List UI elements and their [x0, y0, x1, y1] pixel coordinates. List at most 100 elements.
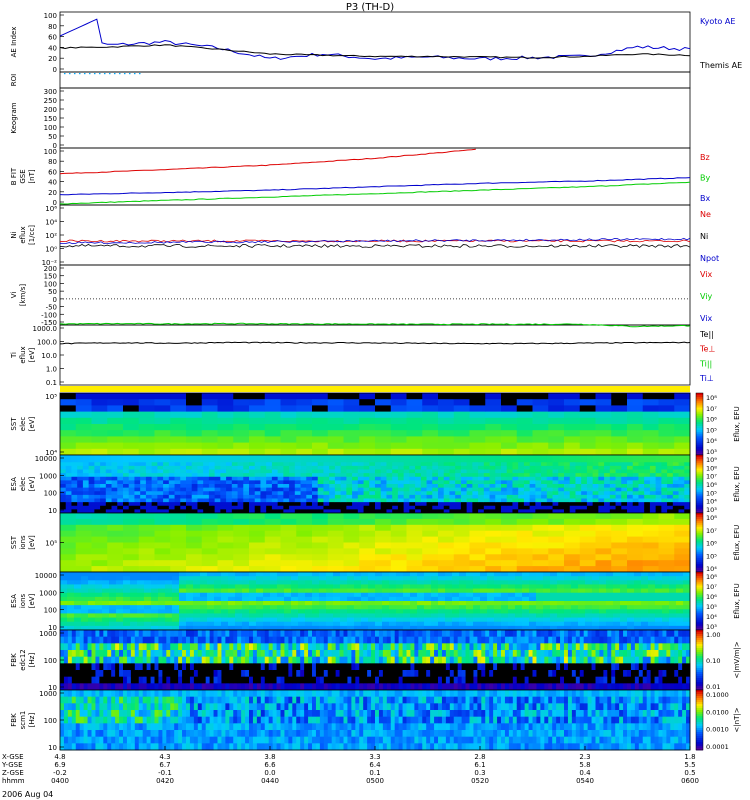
colorbar-cell [696, 450, 703, 454]
spectrogram-cell [627, 494, 634, 499]
spectrogram-cell [472, 465, 479, 470]
spectrogram-cell [165, 613, 173, 618]
spectrogram-cell [102, 596, 110, 602]
spectrogram-cell [599, 625, 607, 631]
spectrogram-cell [546, 462, 553, 467]
spectrogram-cell [256, 592, 264, 598]
spectrogram-cell [300, 487, 307, 492]
spectrogram-cell [115, 643, 120, 651]
spectrogram-cell [453, 436, 470, 443]
spectrogram-cell [237, 683, 242, 691]
spectrogram-cell [564, 572, 572, 577]
spectrogram-cell [452, 621, 460, 627]
spectrogram-cell [485, 442, 502, 450]
spectrogram-cell [480, 576, 488, 581]
spectrogram-cell [312, 536, 329, 543]
spectrogram-cell [658, 566, 675, 573]
spectrogram-cell [102, 584, 110, 589]
spectrogram-cell [672, 509, 679, 514]
spectrogram-cell [296, 405, 313, 412]
spectrogram-cell [649, 480, 657, 485]
colorbar-cell [696, 593, 703, 596]
spectrogram-cell [304, 630, 309, 638]
spectrogram-cell [151, 473, 158, 478]
spectrogram-cell [627, 480, 634, 485]
spectrogram-cell [289, 469, 296, 474]
spectrogram-cell [389, 617, 397, 623]
spectrogram-cell [346, 462, 353, 467]
spectrogram-cell [340, 473, 347, 478]
spectrogram-cell [627, 436, 644, 443]
spectrogram-cell [186, 455, 193, 460]
spectrogram-cell [564, 502, 571, 507]
spectrogram-cell [422, 650, 427, 658]
spectrogram-cell [575, 465, 582, 470]
spectrogram-cell [178, 630, 183, 638]
spectrogram-cell [598, 462, 605, 467]
spectrogram-cell [397, 469, 405, 474]
spectrogram-cell [426, 643, 431, 651]
spectrogram-cell [266, 509, 273, 514]
spectrogram-cell [65, 502, 72, 507]
spectrogram-cell [438, 469, 445, 474]
spectrogram-cell [613, 617, 621, 623]
spectrogram-cell [277, 584, 285, 589]
spectrogram-cell [340, 458, 347, 463]
spectrogram-cell [529, 462, 536, 467]
spectrogram-cell [123, 480, 130, 485]
temperature-legend-2: Ti|| [699, 359, 712, 368]
spectrogram-cell [65, 480, 72, 485]
spectrogram-cell [569, 484, 576, 489]
spectrogram-cell [197, 487, 204, 492]
spectrogram-cell [117, 462, 124, 467]
spectrogram-cell [386, 683, 392, 691]
spectrogram-cell [359, 442, 376, 450]
spectrogram-cell [621, 480, 628, 485]
spectrogram-cell [432, 480, 439, 485]
spectrogram-cell [389, 613, 397, 618]
spectrogram-cell [138, 650, 144, 658]
spectrogram-cell [363, 509, 370, 514]
spectrogram-cell [146, 650, 151, 658]
spectrogram-cell [368, 613, 376, 618]
spectrogram-cell [300, 656, 305, 664]
spectrogram-cell [649, 498, 657, 503]
spectrogram-cell [472, 455, 479, 460]
spectrogram-cell [71, 487, 78, 492]
spectrogram-cell [518, 480, 525, 485]
spectrogram-cell [339, 656, 344, 664]
spectrogram-cell [604, 491, 611, 496]
spectrogram-cell [569, 505, 576, 510]
spectrogram-cell [217, 630, 222, 638]
colorbar-cell [696, 536, 703, 539]
spectrogram-cell [249, 601, 257, 606]
spectrogram-cell [357, 484, 364, 489]
spectrogram-cell [326, 617, 334, 623]
spectrogram-cell [326, 572, 334, 577]
spectrogram-cell [296, 566, 313, 573]
spectrogram-cell [312, 494, 319, 499]
spectrogram-cell [422, 676, 427, 684]
spectrogram-cell [369, 465, 376, 470]
spectrogram-cell [268, 630, 274, 638]
spectrogram-cell [266, 484, 273, 489]
colorbar-cell [696, 540, 703, 543]
spectrogram-cell [586, 505, 594, 510]
spectrogram-cell [595, 393, 612, 400]
spectrogram-cell [641, 601, 649, 606]
spectrogram-cell [154, 548, 171, 555]
spectrogram-cell [564, 609, 572, 614]
spectrogram-cell [95, 656, 100, 664]
spectrogram-cell [604, 484, 611, 489]
spectrogram-cell [186, 584, 194, 589]
spectrogram-cell [606, 617, 614, 623]
spectrogram-cell [312, 480, 319, 485]
spectrogram-cell [422, 542, 439, 549]
spectrogram-cell [414, 650, 419, 658]
spectrogram-cell [264, 542, 281, 549]
spectrogram-cell [592, 487, 599, 492]
esa_e-cbar-tick: 10⁷ [706, 473, 717, 481]
spectrogram-cell [102, 625, 110, 631]
spectrogram-cell [231, 487, 238, 492]
spectrogram-cell [620, 609, 628, 614]
